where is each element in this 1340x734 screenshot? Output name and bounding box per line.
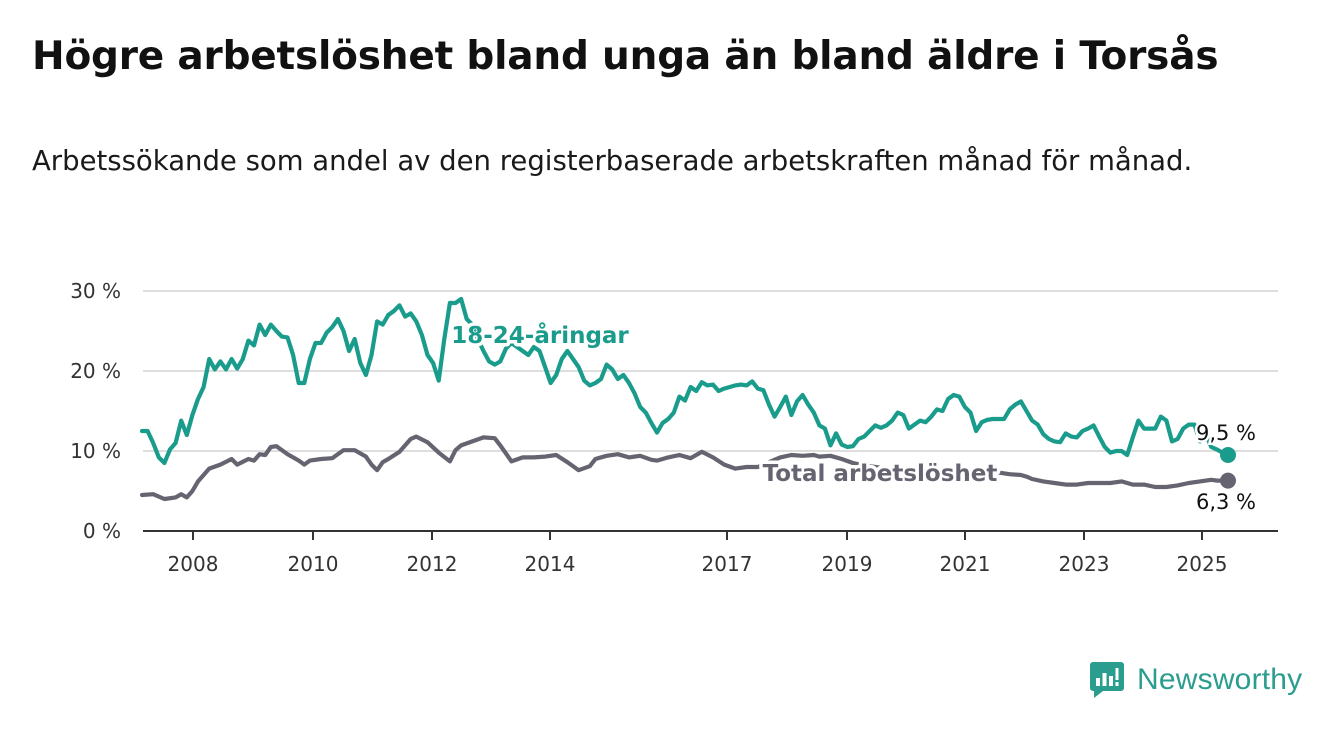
chart-title: Högre arbetslöshet bland unga än bland ä…: [32, 34, 1219, 79]
series-end-point: [1220, 447, 1236, 463]
y-tick-label: 10 %: [70, 439, 121, 463]
series-line-young: [139, 296, 1231, 466]
x-axis: 2008 2010 2012 2014 2017 2019 2021 2023 2025: [143, 530, 1278, 576]
series-labels: 18-24-åringar Total arbetslöshet 9,5 % 6,3 …: [448, 319, 1259, 517]
y-tick-label: 20 %: [70, 359, 121, 383]
brand-name: Newsworthy: [1137, 663, 1303, 696]
y-tick-label: 30 %: [70, 279, 121, 303]
x-tick-label: 2014: [525, 552, 576, 576]
x-tick-label: 2012: [407, 552, 458, 576]
x-tick-label: 2010: [288, 552, 339, 576]
y-tick-label: 0 %: [83, 519, 121, 543]
chart-subtitle: Arbetssökande som andel av den registerb…: [32, 145, 1193, 177]
newsworthy-brand: Newsworthy: [1089, 660, 1302, 700]
x-tick-label: 2025: [1177, 552, 1228, 576]
series-lines: [139, 296, 1236, 502]
series-line-total: [139, 434, 1231, 502]
series-end-point: [1220, 472, 1236, 489]
grid-lines: 0 % 10 % 20 % 30 %: [70, 279, 1278, 543]
newsworthy-logo-icon: [1090, 662, 1124, 698]
x-tick-label: 2008: [168, 552, 219, 576]
end-value-young: 9,5 %: [1196, 421, 1256, 445]
x-tick-label: 2019: [822, 552, 873, 576]
x-tick-label: 2021: [940, 552, 991, 576]
x-tick-label: 2017: [702, 552, 753, 576]
series-label-total: Total arbetslöshet: [763, 461, 998, 487]
x-tick-label: 2023: [1059, 552, 1110, 576]
end-value-total: 6,3 %: [1196, 490, 1256, 514]
series-label-young: 18-24-åringar: [451, 322, 629, 349]
